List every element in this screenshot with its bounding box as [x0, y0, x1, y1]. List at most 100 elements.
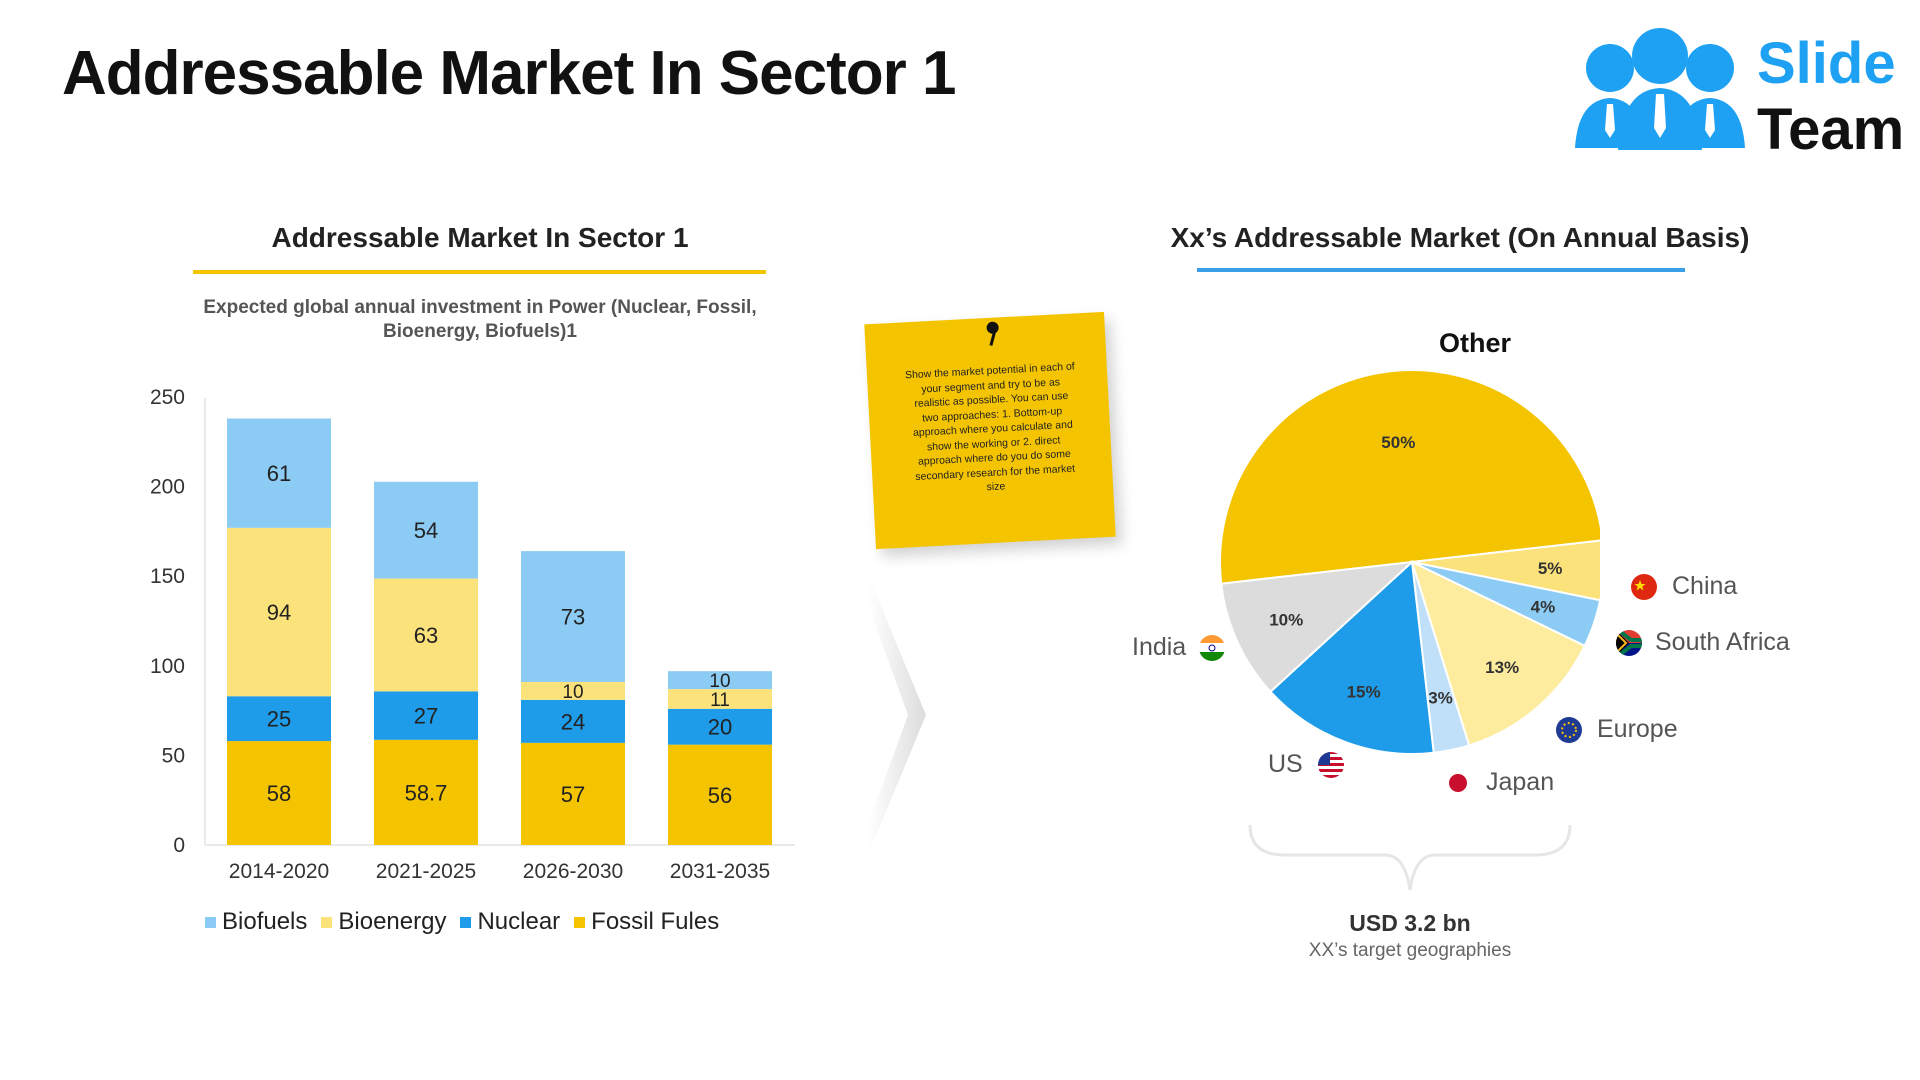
- pie-value-label: 5%: [1538, 559, 1563, 578]
- bar-segment: [227, 741, 331, 845]
- bar-segment: [227, 418, 331, 528]
- pie-slice: [1411, 539, 1600, 602]
- pie-value-label: 10%: [1269, 610, 1303, 629]
- bar-value-label: 10: [562, 682, 583, 703]
- x-tick-label: 2026-2030: [523, 860, 623, 883]
- y-tick-label: 200: [150, 476, 185, 499]
- pin-needle: [989, 331, 996, 346]
- stacked-bar-chart: 0 50 100 150 200 250 58 25 94 61 2014-2020 58.7 27 63…: [150, 386, 795, 883]
- sticky-note: Show the market potential in each of you…: [864, 311, 1116, 550]
- y-tick-label: 150: [150, 565, 185, 588]
- legend-label: Fossil Fules: [591, 908, 720, 935]
- y-tick-label: 0: [173, 834, 185, 857]
- legend-item: Fossil Fules: [574, 908, 719, 936]
- legend-label: Bioenergy: [338, 908, 447, 935]
- bar-segment: [227, 696, 331, 742]
- bar-segment: [227, 527, 331, 697]
- us-flag-icon: [1317, 751, 1344, 778]
- country-label-india: India: [1132, 633, 1187, 661]
- bar-chart-title: Addressable Market In Sector 1: [271, 222, 689, 253]
- bar-segment: [668, 708, 772, 745]
- pie-other-label: Other: [1439, 328, 1512, 358]
- pie-value-label: 15%: [1347, 682, 1381, 701]
- pie-value-label: 4%: [1531, 597, 1556, 616]
- bar-segment: [521, 551, 625, 682]
- bar-value-label: 58.7: [405, 780, 448, 805]
- bar-value-label: 58: [267, 781, 291, 806]
- bar-value-label: 20: [708, 715, 732, 740]
- y-tick-label: 100: [150, 655, 185, 678]
- bar-value-label: 25: [267, 707, 291, 732]
- pie-chart-title: Xx’s Addressable Market (On Annual Basis…: [1170, 222, 1750, 253]
- slideteam-logo: Slide Team: [1570, 28, 1910, 162]
- country-us: US: [1268, 750, 1345, 779]
- pie-value-label: 50%: [1381, 433, 1415, 452]
- bar-value-label: 63: [414, 623, 438, 648]
- legend-item: Nuclear: [460, 908, 560, 936]
- total-market-value: USD 3.2 bn: [1349, 910, 1471, 936]
- bar-segment: [668, 744, 772, 845]
- logo-word-slide: Slide: [1757, 31, 1896, 96]
- country-europe: Europe: [1555, 715, 1678, 744]
- legend-item: Biofuels: [205, 908, 307, 936]
- bar-segment: [668, 689, 772, 709]
- country-label-us: US: [1268, 750, 1303, 778]
- bar-title-underline: [193, 270, 766, 274]
- bar-value-label: 57: [561, 782, 585, 807]
- x-tick-label: 2021-2025: [376, 860, 476, 883]
- bar-segment: [668, 671, 772, 690]
- page-title: Addressable Market In Sector 1: [62, 39, 956, 108]
- india-flag-icon: [1199, 634, 1226, 661]
- bar-segment: [521, 681, 625, 700]
- people-icon: [1575, 28, 1745, 150]
- bar-value-label: 10: [709, 671, 730, 692]
- pie-slice: [1269, 559, 1435, 755]
- y-tick-label: 250: [150, 386, 185, 409]
- bar-segment: [374, 739, 478, 845]
- pie-value-label: 3%: [1428, 688, 1453, 707]
- legend-swatch: [321, 916, 333, 928]
- country-label-china: China: [1672, 572, 1738, 600]
- south-africa-flag-icon: [1616, 629, 1642, 656]
- total-market-caption: XX’s target geographies: [1308, 940, 1512, 961]
- country-label-europe: Europe: [1597, 715, 1678, 743]
- bar-chart-subtitle: Expected global annual investment in Pow…: [203, 297, 757, 342]
- pie-slice: [1220, 560, 1415, 694]
- china-flag-icon: [1631, 573, 1657, 600]
- legend-swatch: [460, 916, 472, 928]
- country-japan: Japan: [1444, 768, 1554, 797]
- pie-title-underline: [1197, 268, 1685, 272]
- brace-bracket: [1248, 824, 1572, 891]
- bar-segment: [374, 481, 478, 579]
- chevron-right-icon: [868, 575, 926, 855]
- bar-value-label: 61: [267, 461, 291, 486]
- x-tick-label: 2014-2020: [229, 860, 329, 883]
- country-china: China: [1630, 572, 1737, 601]
- legend-swatch: [574, 916, 586, 928]
- bar-value-label: 73: [561, 605, 585, 630]
- legend-label: Nuclear: [477, 908, 561, 935]
- bar-value-label: 27: [414, 704, 438, 729]
- pie-slice: [1219, 369, 1600, 585]
- legend-label: Biofuels: [222, 908, 308, 935]
- country-label-south-africa: South Africa: [1655, 628, 1790, 656]
- bar-segment: [521, 742, 625, 845]
- bar-legend: Biofuels Bioenergy Nuclear Fossil Fules: [205, 908, 719, 936]
- y-tick-label: 50: [162, 744, 185, 767]
- eu-flag-icon: [1556, 716, 1582, 743]
- bar-value-label: 24: [561, 709, 585, 734]
- pie-chart: 50% Other 5% 4% 13% 3% 15% 10%: [1219, 328, 1600, 755]
- sticky-note-text: Show the market potential in each of you…: [904, 360, 1076, 494]
- logo-word-team: Team: [1757, 97, 1905, 162]
- japan-flag-icon: [1445, 769, 1471, 796]
- country-label-japan: Japan: [1486, 768, 1555, 796]
- legend-swatch: [205, 916, 216, 928]
- x-tick-label: 2031-2035: [670, 860, 770, 883]
- bar-value-label: 11: [710, 690, 730, 711]
- country-india: India: [1132, 633, 1226, 662]
- bar-segment: [374, 578, 478, 692]
- bar-segment: [374, 691, 478, 740]
- pie-value-label: 13%: [1485, 658, 1519, 677]
- bar-value-label: 54: [414, 518, 438, 543]
- bar-value-label: 94: [267, 600, 291, 625]
